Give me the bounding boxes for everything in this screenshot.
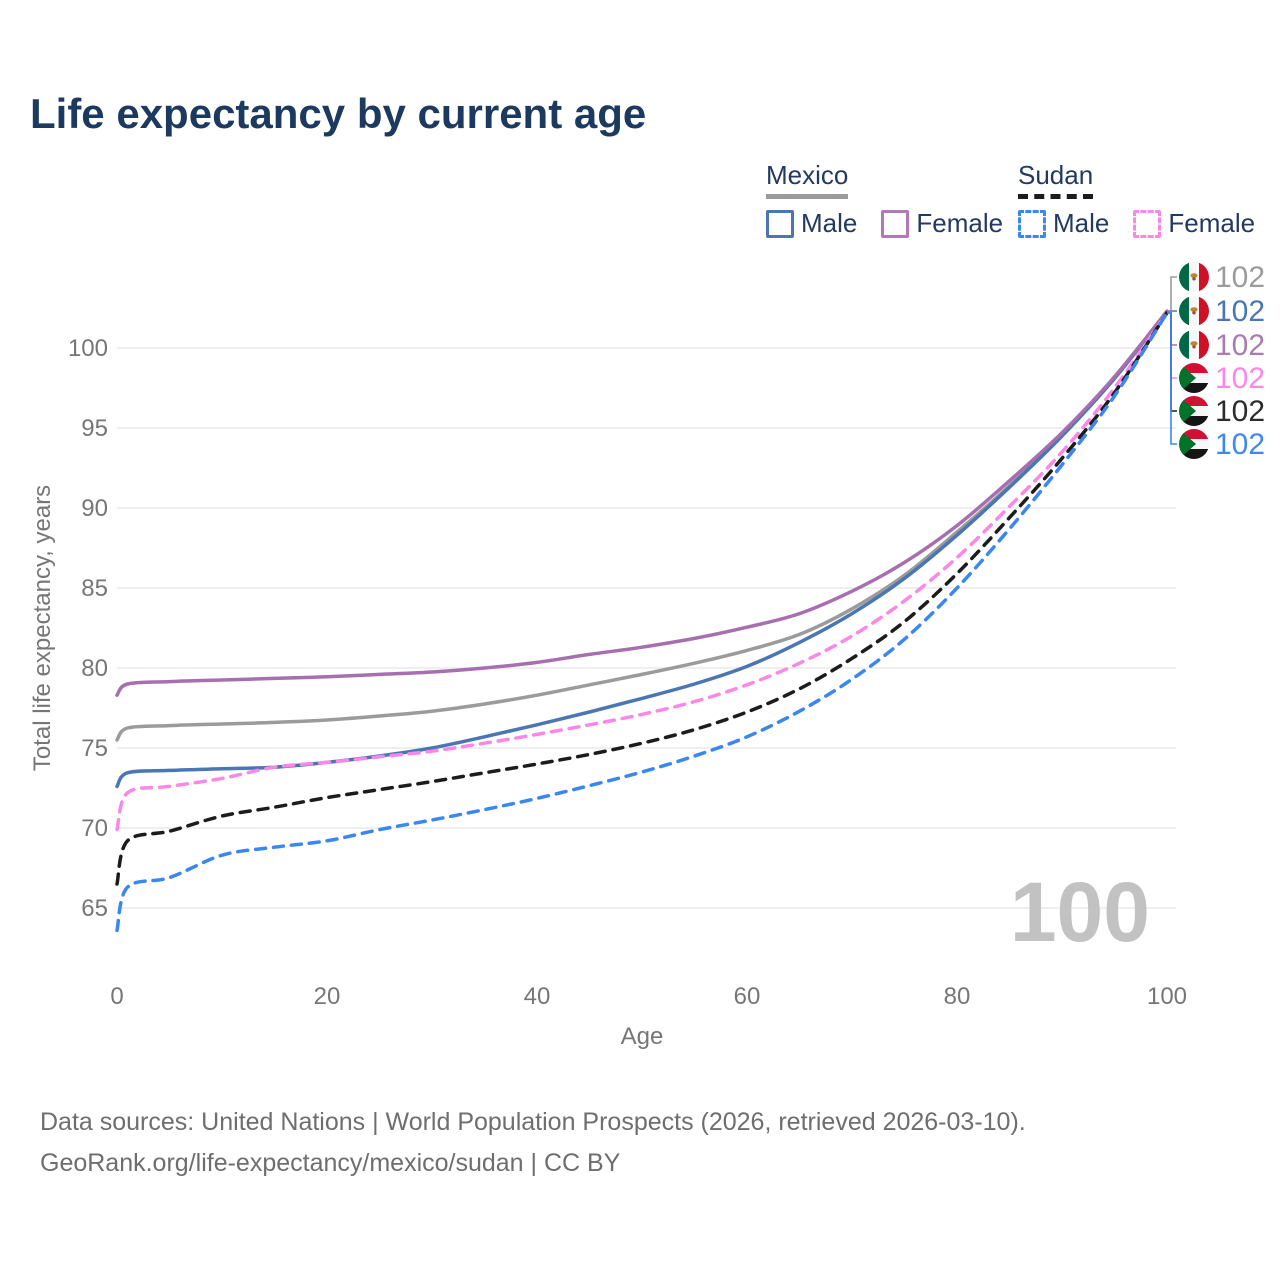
series-line-sudan-both [115,311,1169,886]
mexico-line-swatch [766,194,849,199]
legend-label-sudan-female: Female [1168,208,1256,238]
end-value-label-mexico-female: 102 [1215,329,1265,362]
y-tick-label-85: 85 [81,575,108,602]
legend-country-mexico[interactable]: Mexico [766,160,849,190]
sudan-line-swatch [1018,194,1094,199]
y-tick-label-70: 70 [81,815,108,842]
legend-label-mexico-male: Male [801,208,858,238]
series-line-sudan-male [115,311,1169,933]
end-label-connector-mexico-both [1167,276,1177,313]
x-axis-title: Age [621,1023,664,1050]
series-line-mexico-female [115,309,1169,697]
end-label-connector-sudan-male [1167,311,1177,445]
y-tick-label-80: 80 [81,655,108,682]
end-label-connector-mexico-female [1167,310,1177,346]
legend-group-sudan: Sudan Male Female [1018,160,1255,239]
legend-label-sudan-male: Male [1053,208,1110,238]
end-value-label-mexico-both: 102 [1215,261,1265,294]
end-value-label-mexico-male: 102 [1215,295,1265,328]
legend-box-sudan-male-icon[interactable] [1018,209,1046,238]
flag-icon-mexico [1179,330,1209,360]
flag-icon-sudan [1179,363,1209,393]
flag-icon-mexico [1179,262,1209,292]
legend-item-mexico-male[interactable]: Male [766,208,857,239]
x-tick-label-80: 80 [944,983,971,1010]
y-tick-label-75: 75 [81,735,108,762]
y-tick-label-65: 65 [81,895,108,922]
end-value-label-sudan-female: 102 [1215,362,1265,395]
legend-box-mexico-female-icon[interactable] [881,209,910,238]
flag-icon-sudan [1179,429,1209,459]
x-tick-label-20: 20 [314,983,341,1010]
flag-icon-mexico [1179,296,1209,326]
x-tick-label-100: 100 [1147,983,1187,1010]
legend-item-mexico-female[interactable]: Female [881,208,1003,239]
series-line-sudan-female [115,311,1169,832]
end-value-label-sudan-male: 102 [1215,428,1265,461]
end-label-connector-sudan-both [1167,311,1177,412]
flag-icon-sudan [1179,396,1209,426]
age-watermark: 100 [1010,865,1150,959]
legend-group-mexico: Mexico Male Female [766,160,1003,239]
y-tick-label-95: 95 [81,415,108,442]
legend-item-sudan-male[interactable]: Male [1018,208,1109,239]
y-tick-label-90: 90 [81,495,108,522]
legend-country-sudan[interactable]: Sudan [1018,160,1094,190]
footer-line-sources: Data sources: United Nations | World Pop… [40,1108,1026,1136]
series-line-mexico-male [115,309,1169,789]
y-tick-label-100: 100 [68,335,108,362]
data-source-footer: Data sources: United Nations | World Pop… [40,1102,1026,1183]
page-title: Life expectancy by current age [30,90,647,137]
end-value-label-sudan-both: 102 [1215,395,1265,428]
legend-box-sudan-female-icon[interactable] [1133,209,1162,238]
legend-box-mexico-male-icon[interactable] [766,209,794,238]
y-axis-title: Total life expectancy, years [29,485,56,771]
x-tick-label-60: 60 [734,983,761,1010]
x-tick-label-40: 40 [524,983,551,1010]
x-tick-label-0: 0 [110,983,123,1010]
legend-item-sudan-female[interactable]: Female [1133,208,1255,239]
legend-label-mexico-female: Female [916,208,1004,238]
footer-line-attribution: GeoRank.org/life-expectancy/mexico/sudan… [40,1148,621,1177]
series-line-mexico-both [115,309,1169,742]
